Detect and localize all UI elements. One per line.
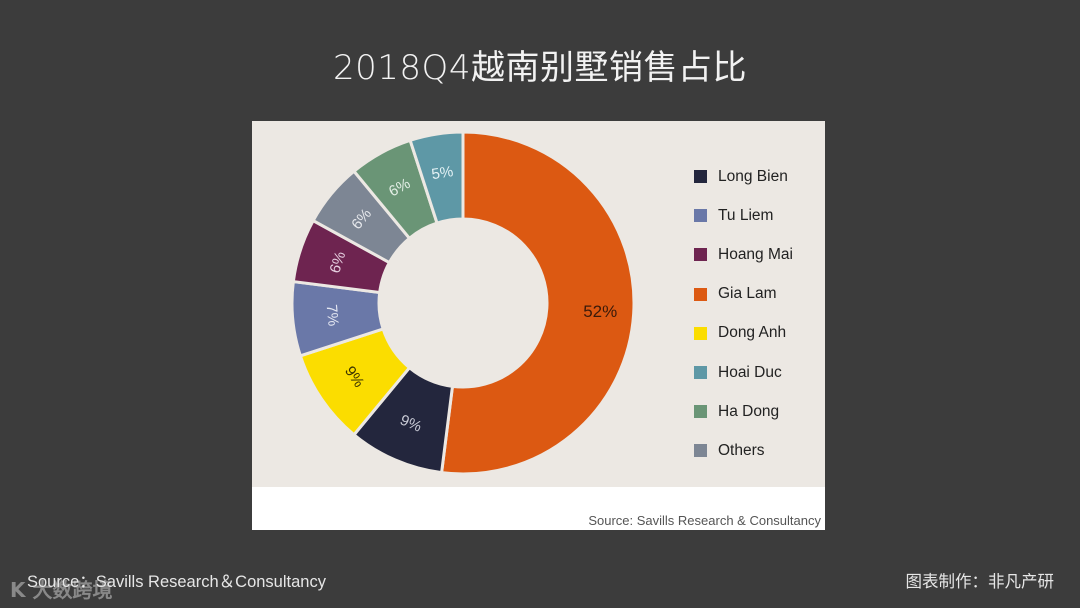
legend-item-ha-dong: Ha Dong <box>694 392 793 431</box>
legend-swatch <box>694 209 707 223</box>
legend-label: Gia Lam <box>718 285 777 303</box>
donut-chart: 52%9%9%7%6%6%6%5% <box>290 130 636 476</box>
chart-panel: 52% 9% 9% 7% 6% 6% 6% 5% Long Bien Tu Liem Hoang … <box>252 121 825 530</box>
chart-source-note: Source: Savills Research & Consultancy <box>588 513 821 528</box>
slice-label: 52% <box>583 302 617 321</box>
legend-swatch <box>694 248 707 262</box>
legend-label: Dong Anh <box>718 324 787 342</box>
legend-item-others: Others <box>694 431 793 470</box>
legend-item-hoang-mai: Hoang Mai <box>694 235 793 274</box>
legend-item-tu-liem: Tu Liem <box>694 196 793 235</box>
donut-slice-gia-lam <box>439 130 636 476</box>
legend-label: Others <box>718 441 765 459</box>
legend-label: Tu Liem <box>718 206 774 224</box>
legend-swatch <box>694 366 707 380</box>
legend-swatch <box>694 326 707 340</box>
legend-swatch <box>694 287 707 301</box>
legend-label: Hoang Mai <box>718 245 793 263</box>
slice-label: 6% <box>327 249 350 275</box>
slice-label: 7% <box>323 304 342 327</box>
donut-slice-hoai-duc <box>408 130 465 226</box>
chart-legend: Long Bien Tu Liem Hoang Mai Gia Lam Dong Anh… <box>694 157 793 471</box>
legend-swatch <box>694 444 707 458</box>
watermark-logo: K 大数跨境 <box>10 578 113 602</box>
legend-item-dong-anh: Dong Anh <box>694 314 793 353</box>
legend-item-long-bien: Long Bien <box>694 157 793 196</box>
page-title: 2018Q4越南别墅销售占比 <box>333 48 747 88</box>
legend-label: Ha Dong <box>718 402 780 420</box>
footer-credit: 图表制作：非凡产研 <box>905 572 1055 591</box>
legend-swatch <box>694 170 707 184</box>
footer-source: Source：Savills Research＆Consultancy <box>27 573 326 591</box>
legend-swatch <box>694 405 707 419</box>
legend-label: Hoai Duc <box>718 363 782 381</box>
legend-item-hoai-duc: Hoai Duc <box>694 353 793 392</box>
legend-label: Long Bien <box>718 167 788 185</box>
slice-label: 5% <box>430 163 454 183</box>
legend-item-gia-lam: Gia Lam <box>694 275 793 314</box>
